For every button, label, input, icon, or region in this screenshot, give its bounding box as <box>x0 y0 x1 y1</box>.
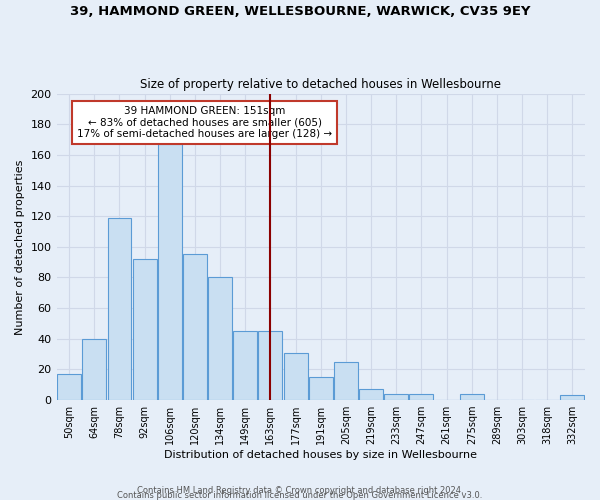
Bar <box>233 331 257 400</box>
Bar <box>158 144 182 400</box>
Text: Contains public sector information licensed under the Open Government Licence v3: Contains public sector information licen… <box>118 490 482 500</box>
Bar <box>259 331 283 400</box>
Bar <box>460 394 484 400</box>
Bar <box>385 394 408 400</box>
Title: Size of property relative to detached houses in Wellesbourne: Size of property relative to detached ho… <box>140 78 501 91</box>
Bar <box>560 396 584 400</box>
X-axis label: Distribution of detached houses by size in Wellesbourne: Distribution of detached houses by size … <box>164 450 477 460</box>
Text: 39 HAMMOND GREEN: 151sqm
← 83% of detached houses are smaller (605)
17% of semi-: 39 HAMMOND GREEN: 151sqm ← 83% of detach… <box>77 106 332 139</box>
Bar <box>309 377 333 400</box>
Y-axis label: Number of detached properties: Number of detached properties <box>15 159 25 334</box>
Bar <box>183 254 207 400</box>
Bar <box>107 218 131 400</box>
Text: 39, HAMMOND GREEN, WELLESBOURNE, WARWICK, CV35 9EY: 39, HAMMOND GREEN, WELLESBOURNE, WARWICK… <box>70 5 530 18</box>
Bar <box>57 374 81 400</box>
Bar <box>409 394 433 400</box>
Bar <box>284 352 308 400</box>
Bar <box>359 390 383 400</box>
Bar <box>208 278 232 400</box>
Bar <box>334 362 358 400</box>
Bar <box>133 259 157 400</box>
Text: Contains HM Land Registry data © Crown copyright and database right 2024.: Contains HM Land Registry data © Crown c… <box>137 486 463 495</box>
Bar <box>82 339 106 400</box>
